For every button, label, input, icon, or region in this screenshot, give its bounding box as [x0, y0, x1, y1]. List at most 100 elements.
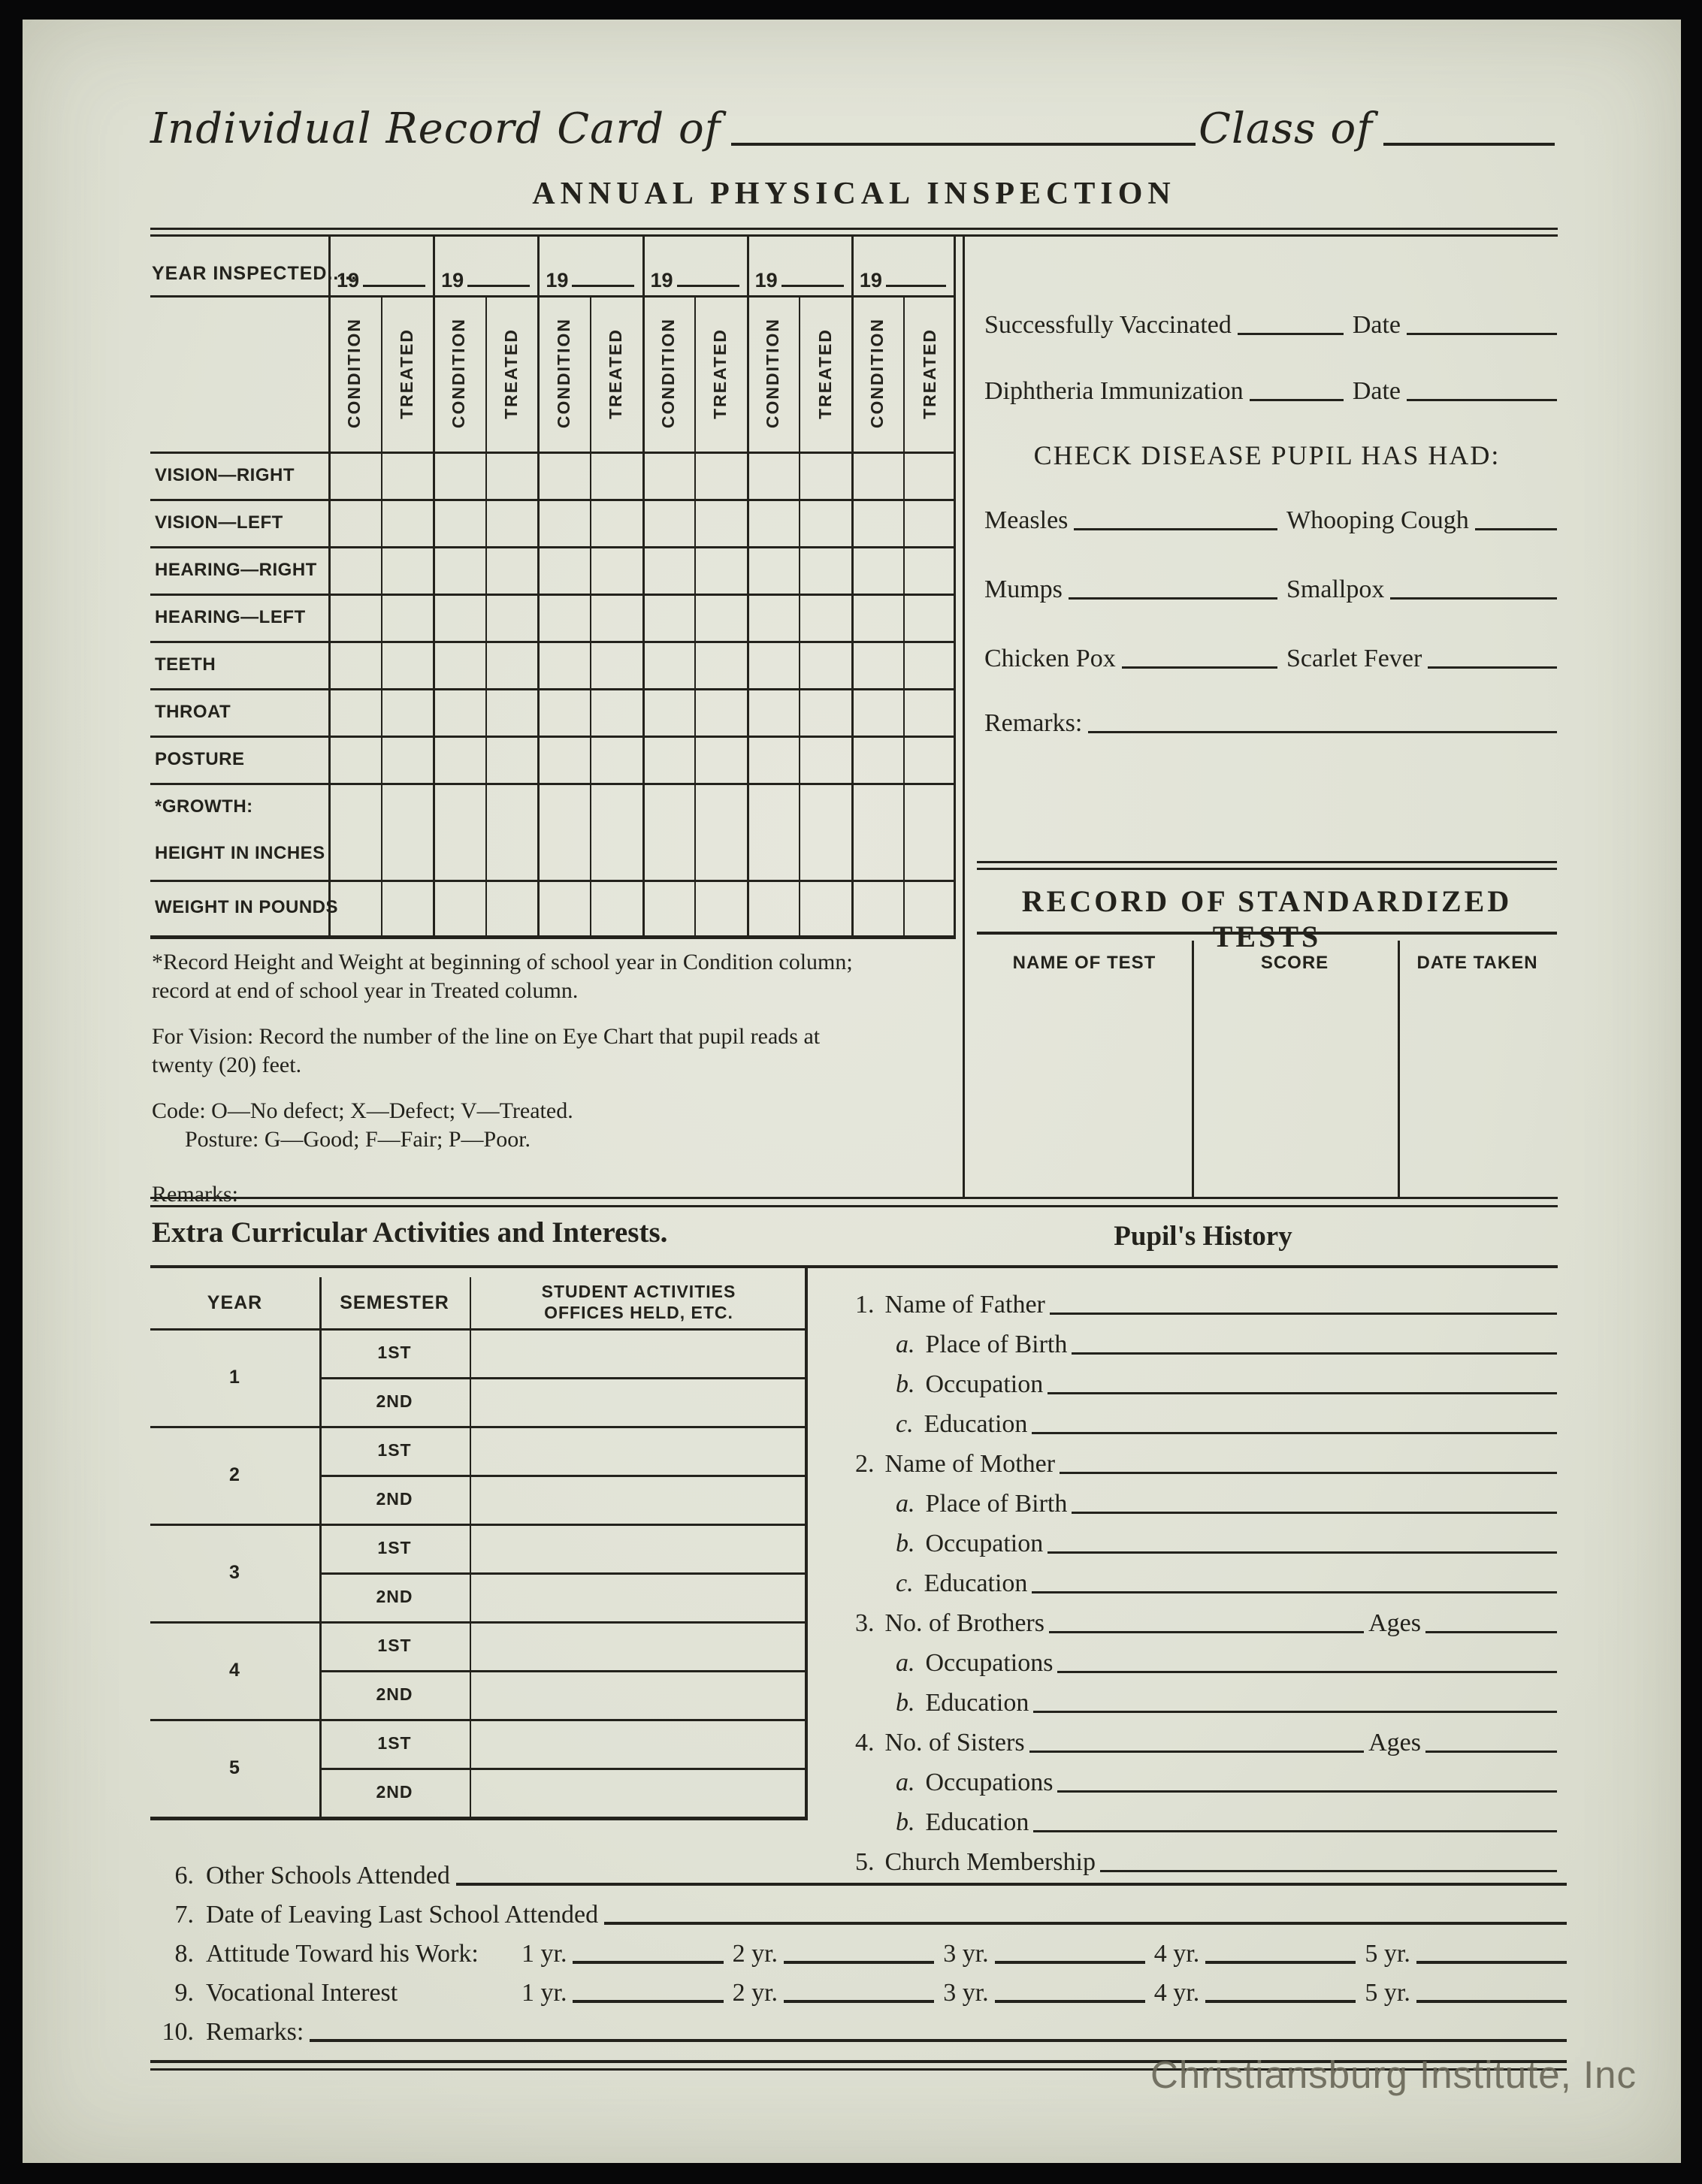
table-hline — [150, 295, 956, 298]
disease-label: Mumps — [984, 575, 1063, 603]
table-hline — [319, 1670, 808, 1672]
table-hline — [150, 499, 956, 501]
date-label: Date — [1352, 311, 1401, 339]
table-vline — [694, 295, 697, 935]
tests-col-name: NAME OF TEST — [1012, 953, 1156, 973]
section-title: ANNUAL PHYSICAL INSPECTION — [532, 177, 1176, 211]
table-vline — [433, 295, 436, 935]
history-item: 5. Church Membership — [849, 1841, 1557, 1875]
table-hline — [150, 880, 956, 882]
blank-line — [1099, 1870, 1557, 1872]
year-slot-label: 1 yr. — [521, 1979, 567, 2007]
disease-row: Chicken Pox Scarlet Fever — [984, 633, 1557, 672]
year-prefix: 19 — [859, 269, 882, 292]
history-item-label: Education — [925, 1689, 1029, 1717]
bottom-item-number: 6. — [174, 1862, 195, 1889]
history-item-number: 1. — [855, 1291, 875, 1319]
history-item-number: b. — [896, 1530, 915, 1557]
year-prefix: 19 — [441, 269, 464, 292]
semester-label: 2ND — [376, 1489, 413, 1509]
treated-label: TREATED — [710, 328, 730, 419]
table-vline — [851, 295, 854, 935]
blank-line — [1407, 399, 1557, 401]
treated-label: TREATED — [606, 328, 626, 419]
blank-line — [1416, 2000, 1567, 2003]
note-posture: Posture: G—Good; F—Fair; P—Poor. — [185, 1126, 531, 1152]
class-blank-line — [1383, 143, 1555, 146]
history-item: b. Education — [849, 1801, 1557, 1835]
note-code: Code: O—No defect; X—Defect; V—Treated. — [152, 1098, 573, 1123]
headings-rule — [150, 1265, 1558, 1268]
history-item-number: a. — [896, 1649, 915, 1677]
bottom-item-label: Other Schools Attended — [206, 1862, 450, 1889]
subheader-cell: TREATED — [485, 295, 538, 452]
blank-line — [1428, 666, 1557, 669]
tests-rule-top2 — [977, 868, 1557, 870]
bottom-item-number: 7. — [174, 1901, 195, 1929]
ages-label: Ages — [1368, 1729, 1421, 1757]
table-hline — [319, 1572, 808, 1575]
blank-line — [1390, 597, 1557, 600]
history-item: 4. No. of Sisters Ages — [849, 1721, 1557, 1756]
disease-rows: Measles Whooping Cough Mumps Smallpox Chicke… — [984, 494, 1557, 712]
blank-line — [994, 2000, 1145, 2003]
history-item: 2. Name of Mother — [849, 1442, 1557, 1477]
blank-line — [1033, 1830, 1557, 1832]
blank-line — [1033, 1711, 1557, 1713]
blank-line — [1029, 1751, 1365, 1753]
history-item: a. Occupations — [849, 1761, 1557, 1796]
history-item-label: Place of Birth — [925, 1490, 1068, 1518]
table-hline — [150, 1328, 808, 1331]
note-growth-line1: *Record Height and Weight at beginning o… — [152, 950, 853, 974]
history-item-label: Name of Mother — [884, 1450, 1056, 1478]
year-prefix: 19 — [650, 269, 673, 292]
history-item-label: Education — [924, 1569, 1028, 1597]
history-item-number: 4. — [855, 1729, 875, 1757]
year-slot-label: 5 yr. — [1365, 1979, 1410, 2007]
bottom-item-label: Remarks: — [206, 2018, 304, 2046]
table-hline — [150, 736, 956, 738]
year-label: 2 — [229, 1464, 240, 1485]
blank-line — [573, 1961, 724, 1964]
subheader-cell: CONDITION — [537, 295, 590, 452]
blank-line — [1416, 1961, 1567, 1964]
card-title-row: Individual Record Card of Class of — [150, 84, 1558, 150]
table-vline — [954, 295, 956, 935]
table-hline — [150, 594, 956, 596]
blank-line — [1205, 2000, 1356, 2003]
condition-label: CONDITION — [553, 318, 573, 429]
blank-line — [1072, 1352, 1557, 1355]
bottom-rule-bottom — [150, 2068, 1567, 2071]
table-hline — [150, 783, 956, 785]
history-item-number: b. — [896, 1370, 915, 1398]
subheader-cell: CONDITION — [851, 295, 904, 452]
semester-label: 2ND — [376, 1391, 413, 1411]
table-hline — [150, 1719, 808, 1721]
note-vision-line2: twenty (20) feet. — [152, 1052, 302, 1077]
semester-label: 2ND — [376, 1587, 413, 1606]
table-hline — [150, 1524, 808, 1526]
subheader-cell: TREATED — [381, 295, 434, 452]
blank-line — [1057, 1671, 1557, 1673]
history-item-number: a. — [896, 1331, 915, 1358]
year-slot-label: 4 yr. — [1153, 1940, 1200, 1968]
treated-label: TREATED — [919, 328, 939, 419]
treated-label: TREATED — [396, 328, 416, 419]
table-vline — [470, 1277, 471, 1817]
bottom-item-number: 10. — [162, 2018, 195, 2046]
history-item: c. Education — [849, 1403, 1557, 1437]
subheader-cell: CONDITION — [642, 295, 695, 452]
blank-line — [994, 1961, 1145, 1964]
semester-label: 1ST — [377, 1636, 412, 1655]
year-prefix: 19 — [337, 269, 360, 292]
blank-line — [1425, 1631, 1557, 1633]
table-vline — [328, 295, 331, 935]
table-hline — [150, 1817, 808, 1820]
table-vline — [537, 295, 540, 935]
date-label: Date — [1352, 377, 1401, 405]
subheader-cell: CONDITION — [328, 295, 381, 452]
center-divider — [963, 234, 965, 1197]
table-hline — [150, 452, 956, 454]
table-vline — [903, 295, 905, 935]
disease-row: Mumps Smallpox — [984, 563, 1557, 603]
